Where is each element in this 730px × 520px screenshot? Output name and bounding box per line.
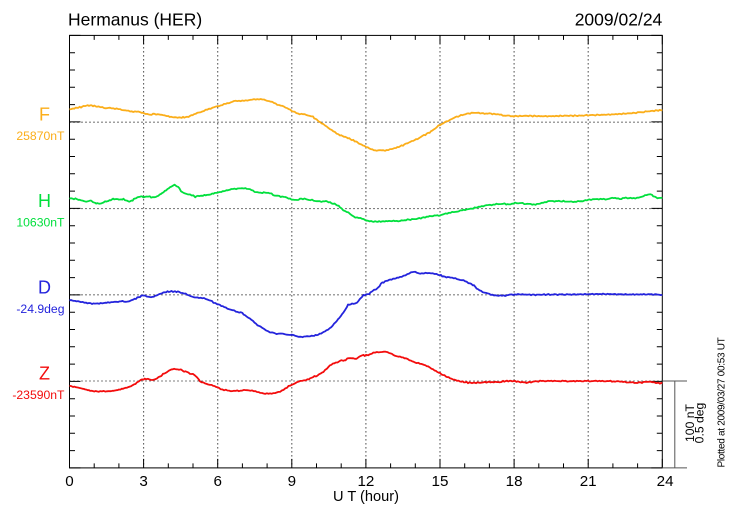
svg-text:H: H — [38, 191, 51, 211]
svg-text:Hermanus (HER): Hermanus (HER) — [68, 10, 202, 30]
svg-text:-23590nT: -23590nT — [12, 388, 65, 402]
svg-text:3: 3 — [139, 473, 147, 490]
svg-text:-24.9deg: -24.9deg — [16, 302, 64, 316]
svg-text:100 nT: 100 nT — [683, 403, 697, 441]
svg-text:F: F — [39, 105, 50, 125]
svg-text:25870nT: 25870nT — [16, 129, 65, 143]
svg-text:10630nT: 10630nT — [16, 216, 65, 230]
svg-text:12: 12 — [357, 473, 374, 490]
svg-text:0: 0 — [65, 473, 73, 490]
svg-text:U T (hour): U T (hour) — [333, 489, 399, 505]
svg-text:2009/02/24: 2009/02/24 — [575, 10, 663, 30]
svg-text:Plotted at 2009/03/27 00:53 UT: Plotted at 2009/03/27 00:53 UT — [717, 337, 728, 467]
svg-text:D: D — [38, 277, 51, 297]
svg-text:15: 15 — [432, 473, 449, 490]
svg-text:6: 6 — [213, 473, 221, 490]
svg-text:Z: Z — [39, 364, 50, 384]
svg-text:24: 24 — [657, 473, 674, 490]
svg-text:9: 9 — [288, 473, 296, 490]
svg-text:18: 18 — [506, 473, 523, 490]
svg-text:21: 21 — [580, 473, 597, 490]
svg-text:0.5 deg: 0.5 deg — [693, 403, 707, 444]
